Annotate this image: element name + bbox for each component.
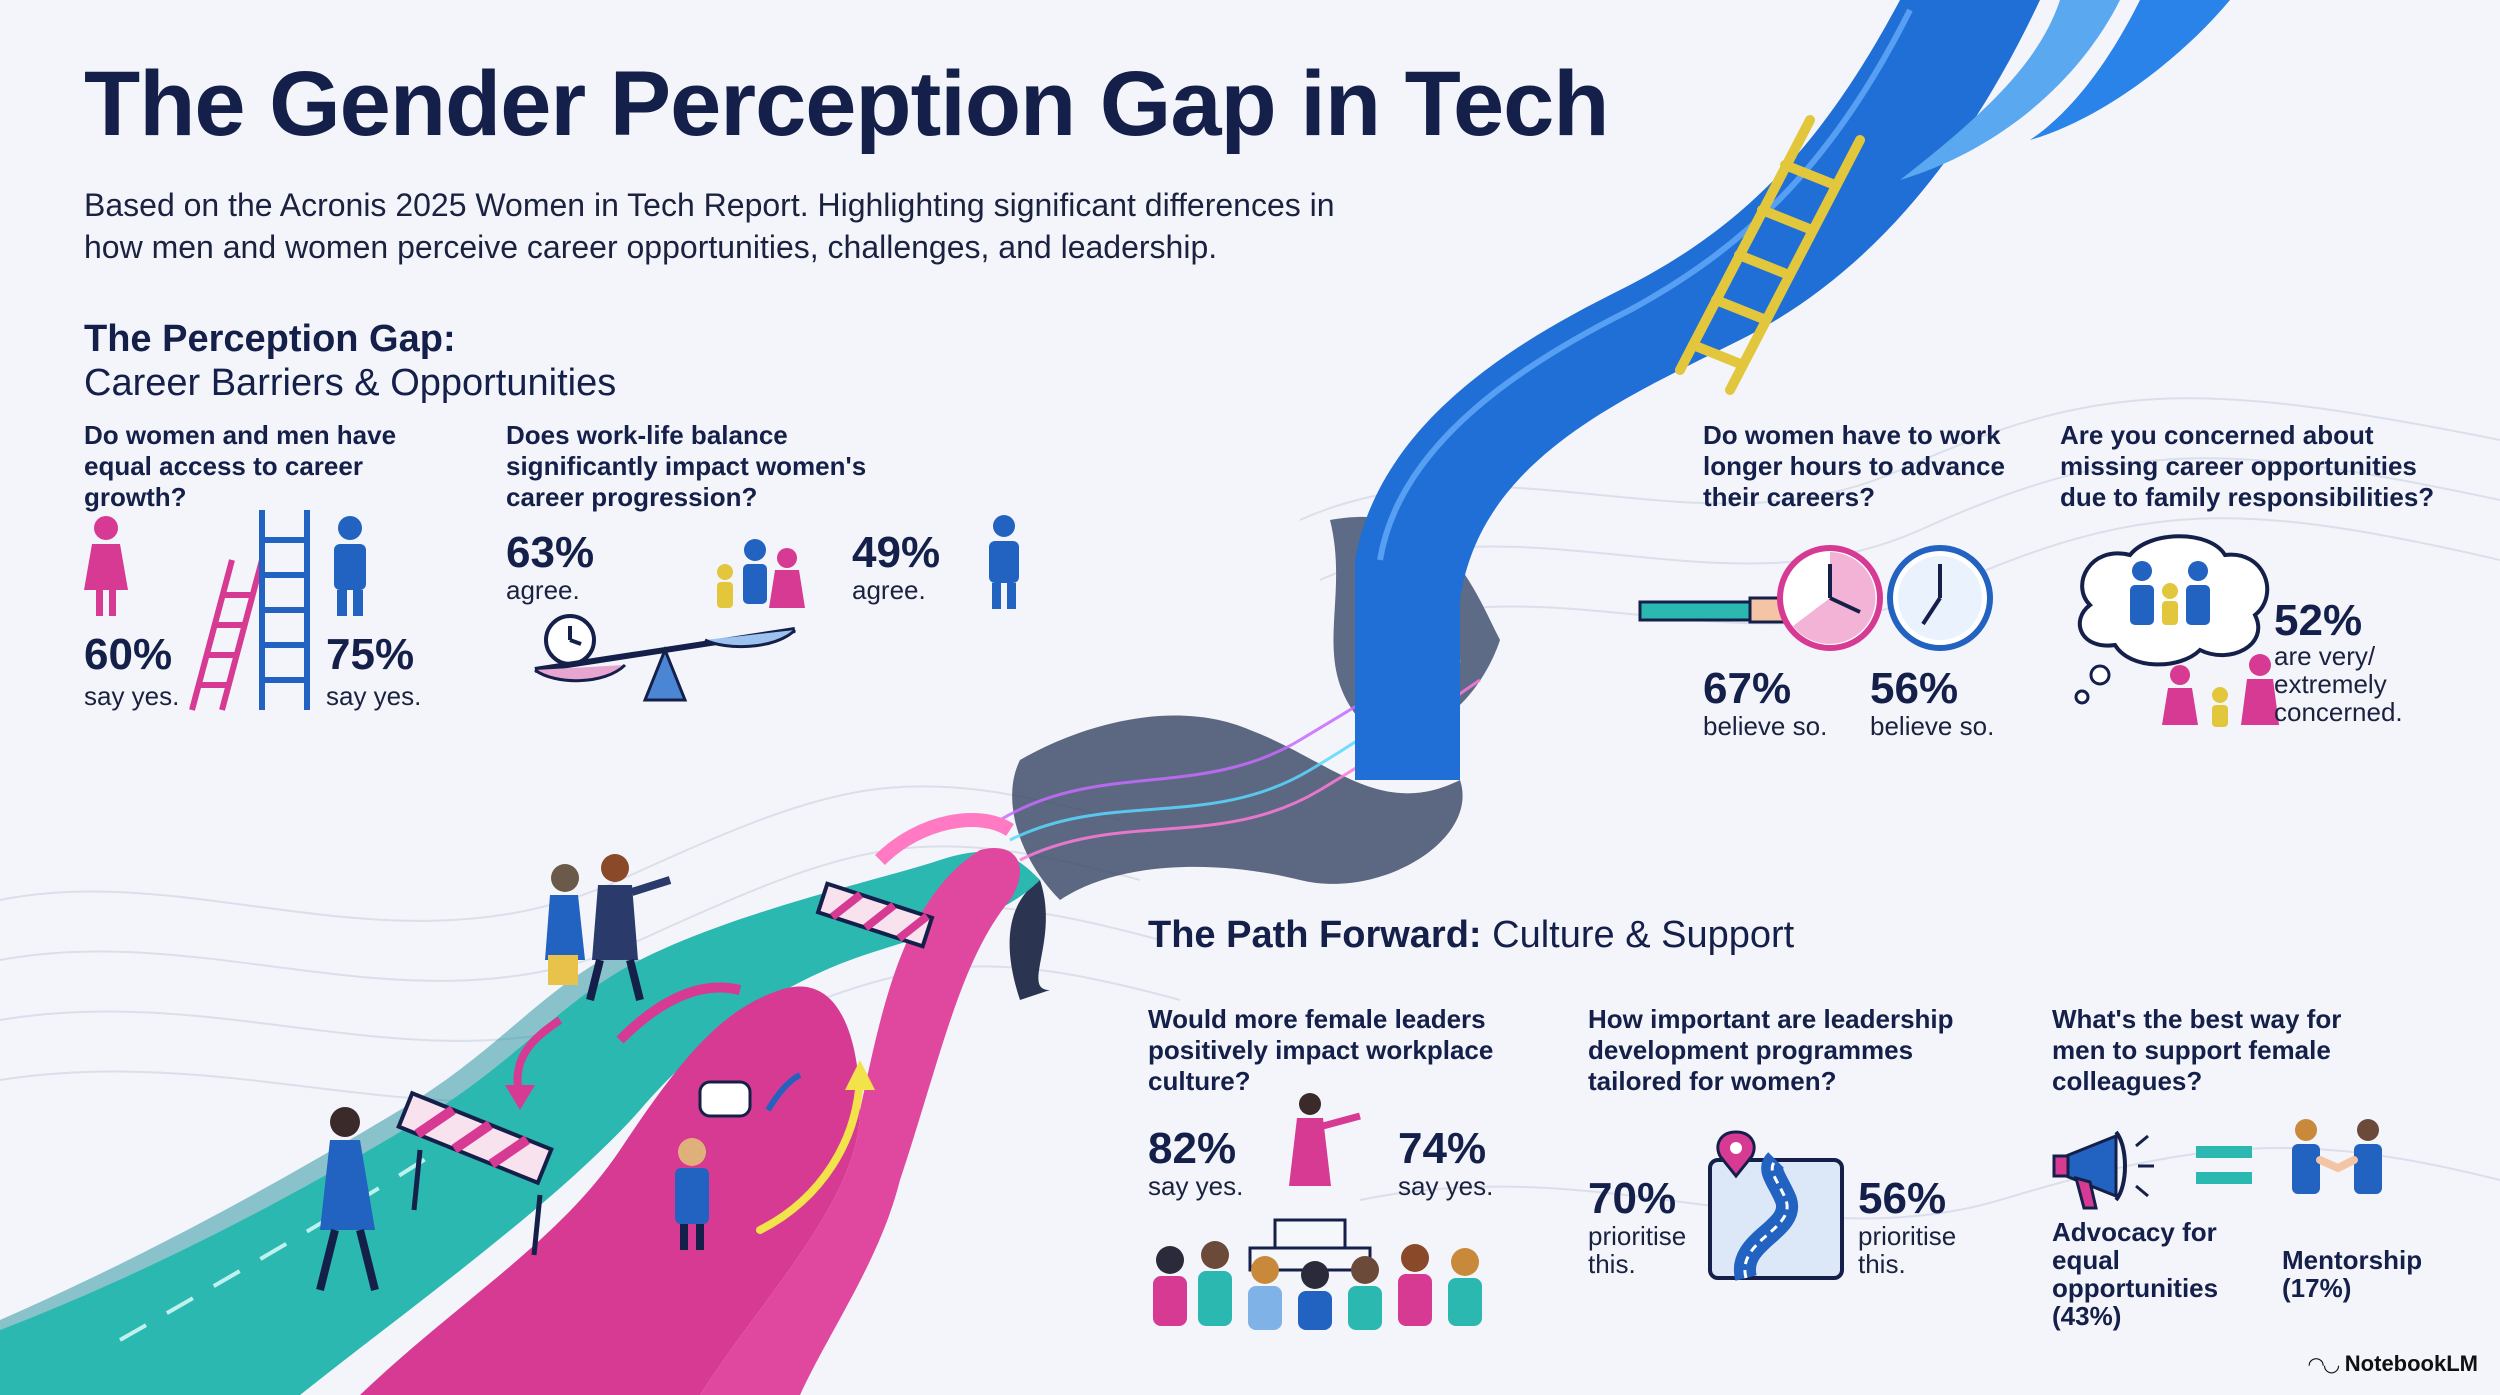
longer-hours-men-value: 56% bbox=[1870, 664, 1959, 713]
megaphone-icon bbox=[2052, 1130, 2154, 1210]
perception-heading: The Perception Gap: bbox=[84, 318, 456, 360]
question-leadership-programmes: How important are leadership development… bbox=[1588, 1004, 1954, 1096]
family-icon bbox=[2130, 561, 2210, 625]
female-leader-icon bbox=[1289, 1093, 1361, 1186]
longer-hours-men-label: believe so. bbox=[1870, 711, 1995, 741]
brand-icon: ◠◡ bbox=[2308, 1354, 2345, 1376]
page-subtitle: Based on the Acronis 2025 Women in Tech … bbox=[84, 187, 1335, 265]
equal-access-women-value: 60% bbox=[84, 630, 173, 679]
thought-bubble-icon bbox=[2077, 534, 2270, 667]
thought-bubble-graphic bbox=[2074, 534, 2279, 727]
work-life-men-label: agree. bbox=[852, 575, 926, 605]
man-icon bbox=[334, 516, 366, 616]
leadership-women-value: 70% bbox=[1588, 1174, 1677, 1223]
clocks-graphic bbox=[1638, 545, 1993, 651]
question-equal-access: Do women and men have equal access to ca… bbox=[84, 420, 397, 512]
brand-label: ◠◡ NotebookLM bbox=[2308, 1351, 2478, 1376]
question-longer-hours: Do women have to work longer hours to ad… bbox=[1703, 420, 2005, 512]
handshake-icon bbox=[2292, 1119, 2382, 1194]
podium-icon bbox=[1273, 1218, 1347, 1252]
female-leaders-men-value: 74% bbox=[1398, 1124, 1487, 1173]
perception-subheading: Career Barriers & Opportunities bbox=[84, 362, 617, 404]
short-ladder-icon bbox=[189, 559, 265, 711]
question-family-responsibilities: Are you concerned about missing career o… bbox=[2060, 420, 2435, 512]
equal-access-men-value: 75% bbox=[326, 630, 415, 679]
leadership-men-label: prioritise this. bbox=[1858, 1221, 1957, 1279]
family-label: are very/ extremely concerned. bbox=[2274, 641, 2403, 727]
longer-hours-women-label: believe so. bbox=[1703, 711, 1828, 741]
question-female-leaders: Would more female leaders positively imp… bbox=[1148, 1004, 1494, 1096]
support-graphic bbox=[2052, 1119, 2382, 1210]
leader-podium-graphic bbox=[1153, 1093, 1482, 1330]
female-leaders-women-value: 82% bbox=[1148, 1124, 1237, 1173]
leadership-men-value: 56% bbox=[1858, 1174, 1947, 1223]
female-leaders-women-label: say yes. bbox=[1148, 1171, 1244, 1201]
crowd-icon bbox=[1153, 1241, 1482, 1330]
family-value: 52% bbox=[2274, 596, 2363, 645]
women-with-child-icon bbox=[2162, 654, 2279, 727]
work-life-women-value: 63% bbox=[506, 528, 595, 577]
pink-clock-icon bbox=[1777, 545, 1883, 651]
work-life-women-label: agree. bbox=[506, 575, 580, 605]
clock-icon bbox=[544, 614, 596, 666]
work-life-men-value: 49% bbox=[852, 528, 941, 577]
page-title: The Gender Perception Gap in Tech bbox=[84, 53, 1609, 155]
fulcrum-icon bbox=[642, 645, 688, 702]
family-icon bbox=[717, 539, 805, 608]
longer-hours-women-value: 67% bbox=[1703, 664, 1792, 713]
path-forward-heading: The Path Forward: Culture & Support bbox=[1148, 914, 1795, 956]
woman-icon bbox=[84, 516, 128, 616]
equal-access-women-label: say yes. bbox=[84, 681, 180, 711]
pointing-hand-icon bbox=[1638, 596, 1795, 624]
map-pin-icon bbox=[1716, 1130, 1756, 1179]
question-support-colleagues: What's the best way for men to support f… bbox=[2052, 1004, 2342, 1096]
blue-clock-icon bbox=[1887, 545, 1993, 651]
man-icon bbox=[989, 515, 1019, 609]
female-leaders-men-label: say yes. bbox=[1398, 1171, 1494, 1201]
ladder-comparison-graphic bbox=[84, 510, 366, 711]
leadership-women-label: prioritise this. bbox=[1588, 1221, 1687, 1279]
equals-icon bbox=[2196, 1146, 2252, 1184]
roadmap-graphic bbox=[1708, 1130, 1844, 1281]
seesaw-graphic bbox=[534, 539, 805, 702]
tall-ladder-icon bbox=[259, 510, 310, 710]
mentorship-option: Mentorship (17%) bbox=[2282, 1245, 2423, 1303]
equal-access-men-label: say yes. bbox=[326, 681, 422, 711]
question-work-life-balance: Does work-life balance significantly imp… bbox=[506, 420, 867, 512]
advocacy-option: Advocacy for equal opportunities (43%) bbox=[2052, 1217, 2219, 1331]
